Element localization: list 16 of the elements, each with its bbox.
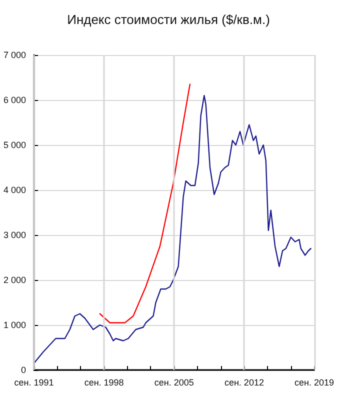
- line-series: [33, 94, 312, 364]
- line-series: [99, 84, 191, 324]
- x-tick-label: сен. 1991: [14, 378, 54, 388]
- y-tick-label: 1 000: [3, 320, 26, 330]
- y-tick-label: 0: [20, 365, 26, 375]
- y-tick-label: 5 000: [3, 140, 26, 150]
- y-tick-label: 4 000: [3, 185, 26, 195]
- x-tick-label: сен. 2012: [224, 378, 264, 388]
- chart-title: Индекс стоимости жилья ($/кв.м.): [67, 12, 270, 27]
- x-tick-label: сен. 2019: [294, 378, 334, 388]
- y-tick-label: 2 000: [3, 275, 26, 285]
- x-tick-label: сен. 1998: [84, 378, 124, 388]
- y-tick-label: 7 000: [3, 50, 26, 60]
- x-tick-label: сен. 2005: [154, 378, 194, 388]
- y-tick-label: 6 000: [3, 95, 26, 105]
- y-tick-label: 3 000: [3, 230, 26, 240]
